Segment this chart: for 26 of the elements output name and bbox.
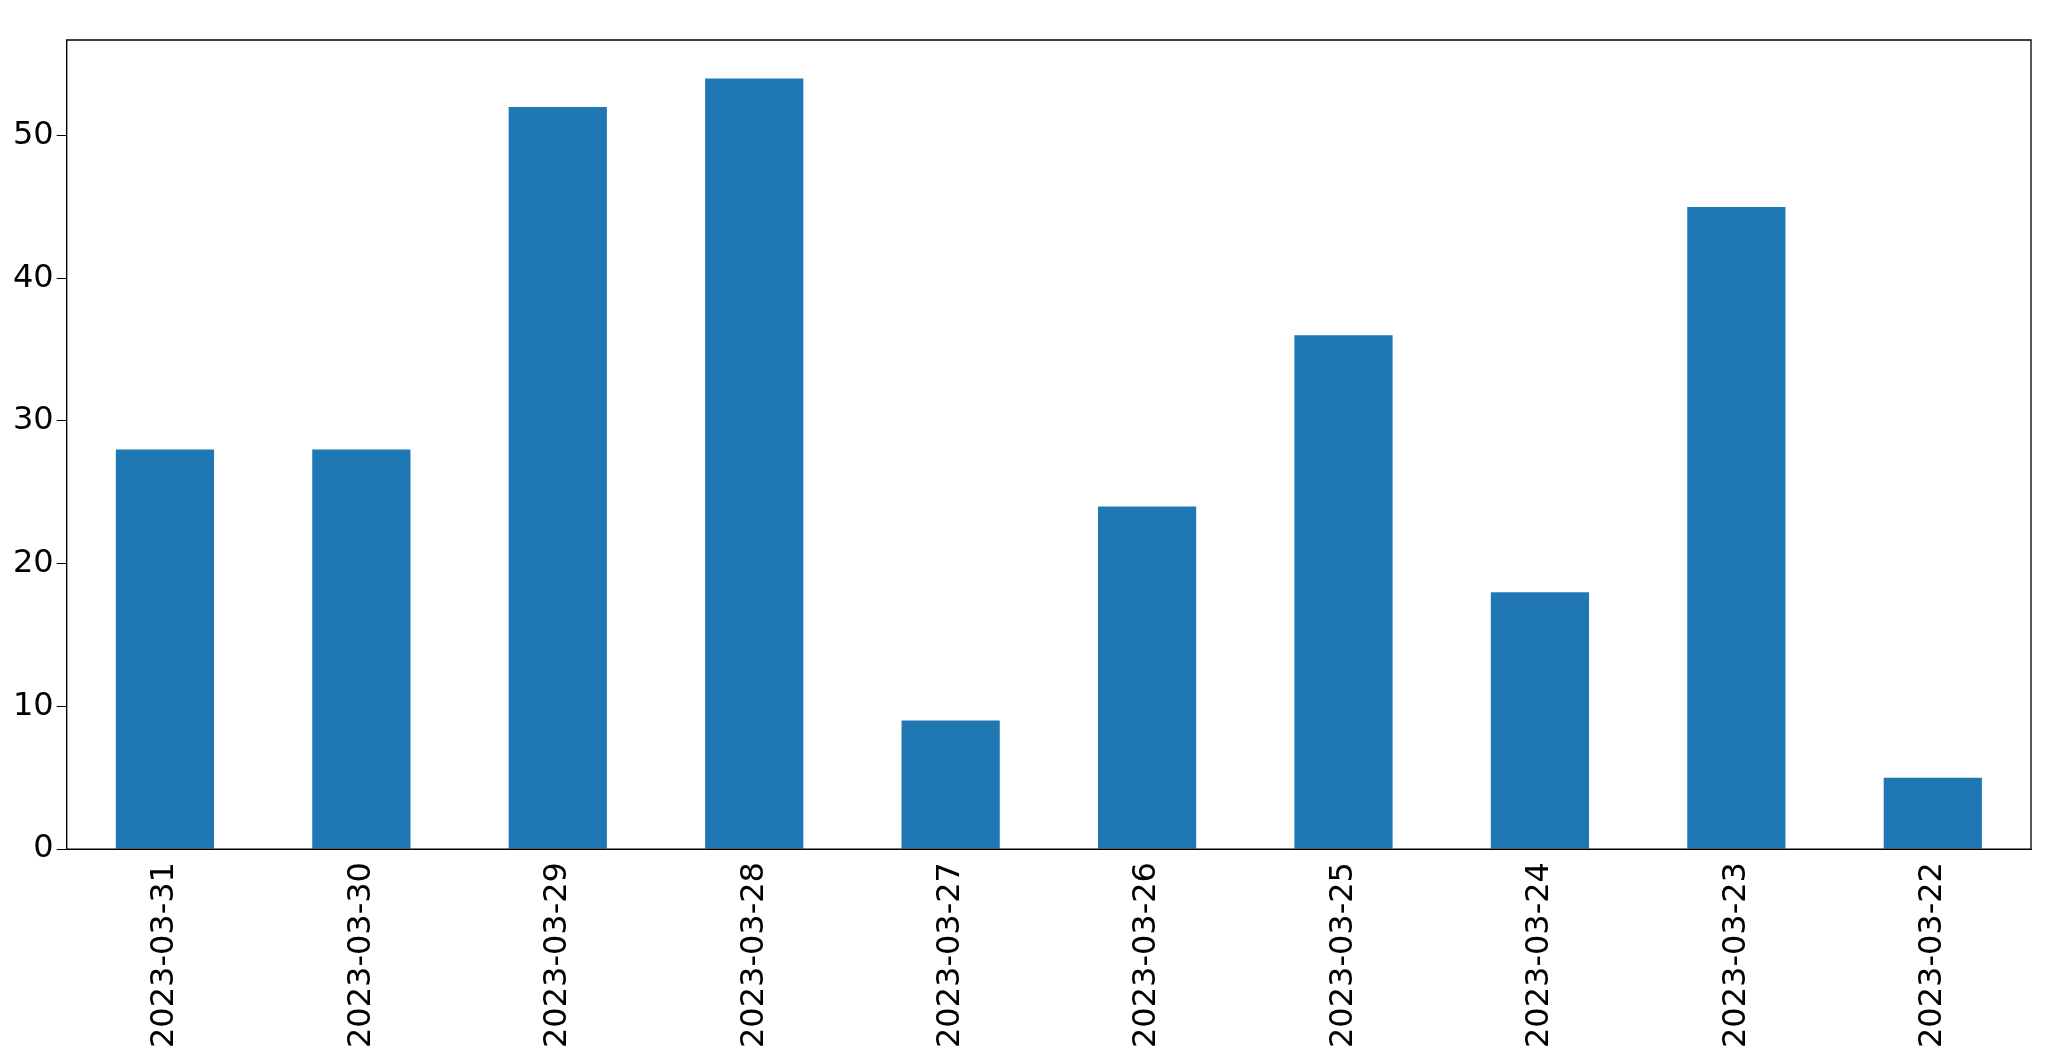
- y-tick-label: 30: [13, 399, 54, 438]
- bar: [1097, 506, 1197, 849]
- x-tick-label: 2023-03-25: [1321, 862, 1360, 1048]
- x-tick-label: 2023-03-26: [1125, 862, 1164, 1048]
- x-tick-label: 2023-03-24: [1518, 862, 1557, 1048]
- x-tick-label: 2023-03-30: [339, 862, 378, 1048]
- x-tick-label: 2023-03-28: [732, 862, 771, 1048]
- bar: [1687, 206, 1786, 849]
- y-tick-label: 0: [33, 827, 54, 866]
- x-tick-label: 2023-03-22: [1911, 862, 1950, 1048]
- bar: [901, 720, 1000, 849]
- x-tick-label: 2023-03-29: [536, 862, 575, 1048]
- bar: [508, 107, 607, 849]
- bar: [312, 449, 411, 849]
- bar: [1883, 777, 1982, 849]
- y-tick-label: 50: [13, 113, 54, 152]
- bar: [115, 449, 215, 849]
- x-tick-label: 2023-03-31: [143, 862, 182, 1048]
- x-tick-label: 2023-03-23: [1714, 862, 1753, 1048]
- bar: [705, 78, 804, 849]
- bar: [1294, 335, 1393, 849]
- y-tick-label: 40: [13, 256, 54, 295]
- bar: [1490, 592, 1590, 849]
- y-tick-label: 10: [13, 684, 54, 723]
- y-tick-label: 20: [13, 541, 54, 580]
- x-tick-label: 2023-03-27: [928, 862, 967, 1048]
